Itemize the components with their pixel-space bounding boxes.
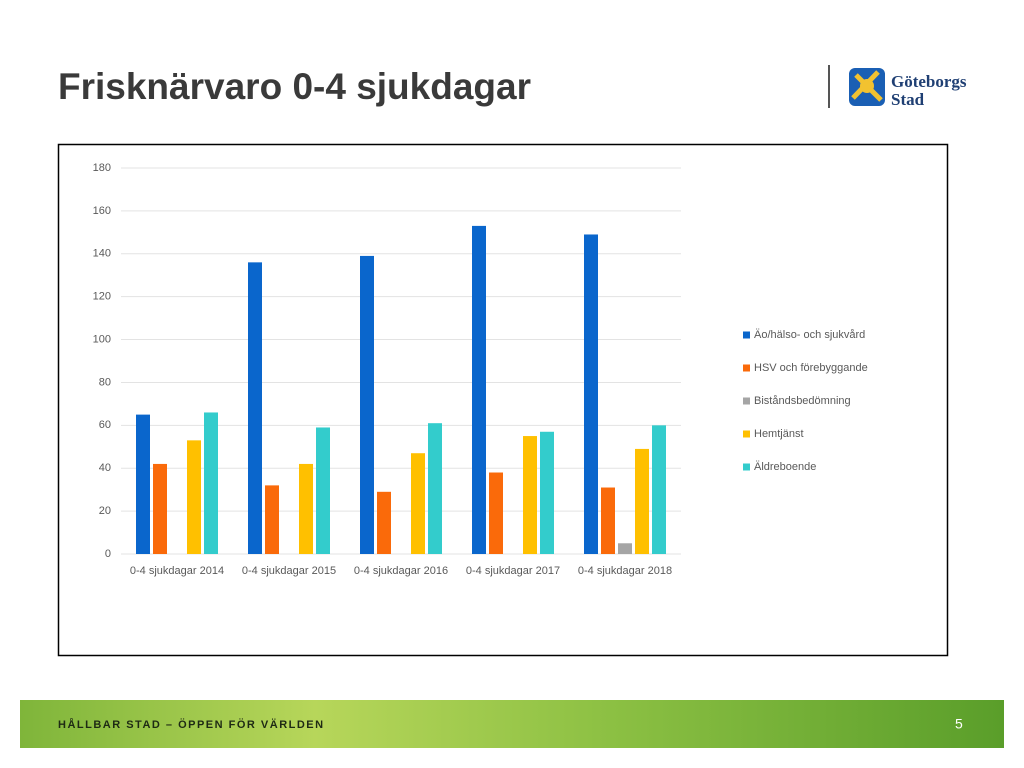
plot: 0 20 40 60 80 100 120 140 160 180 0-4 sjukdagar 20… [93,162,868,577]
y-tick-label: 180 [93,162,111,174]
bar [248,262,262,554]
x-tick-label: 0-4 sjukdagar 2018 [578,565,672,577]
bar [584,234,598,554]
y-tick-label: 80 [99,376,111,388]
bar [489,472,503,554]
bar [635,448,649,554]
bar [428,423,442,554]
legend-swatch [743,364,750,372]
y-tick-label: 100 [93,333,111,345]
logo-text: Stad [891,90,925,109]
bar [153,463,167,554]
legend-label: HSV och förebyggande [754,362,868,374]
x-tick-label: 0-4 sjukdagar 2015 [242,565,336,577]
slide-title: Frisknärvaro 0-4 sjukdagar [58,66,531,107]
legend-label: Biståndsbedömning [754,395,851,407]
legend-swatch [743,397,750,405]
page-number: 5 [955,716,963,732]
bar [360,255,374,554]
footer-band [20,700,1004,748]
bar [187,440,201,554]
y-tick-label: 140 [93,248,111,260]
y-tick-label: 0 [105,548,111,560]
legend-swatch [743,331,750,339]
bar [523,436,537,554]
chart-frame [57,143,949,657]
legend-label: Äldreboende [754,461,816,473]
bar [652,425,666,554]
bar [377,491,391,554]
y-tick-label: 60 [99,419,111,431]
bar [472,225,486,554]
y-tick-label: 160 [93,205,111,217]
legend-swatch [743,430,750,438]
logo-emblem [849,68,885,106]
legend-label: Äo/hälso- och sjukvård [754,329,865,341]
x-tick-label: 0-4 sjukdagar 2014 [130,565,224,577]
logo-text: Göteborgs [891,72,967,91]
bar [618,543,632,554]
legend-swatch [743,463,750,471]
bar [265,485,279,554]
bar [299,463,313,554]
bar [136,414,150,554]
bar [601,487,615,554]
y-tick-label: 20 [99,505,111,517]
x-tick-label: 0-4 sjukdagar 2016 [354,565,448,577]
bar [316,427,330,554]
footer-text: HÅLLBAR STAD – ÖPPEN FÖR VÄRLDEN [58,718,325,731]
bar [540,431,554,554]
bar [204,412,218,554]
y-tick-label: 120 [93,291,111,303]
x-tick-label: 0-4 sjukdagar 2017 [466,565,560,577]
legend-label: Hemtjänst [754,428,804,440]
y-tick-label: 40 [99,462,111,474]
bar [411,453,425,554]
